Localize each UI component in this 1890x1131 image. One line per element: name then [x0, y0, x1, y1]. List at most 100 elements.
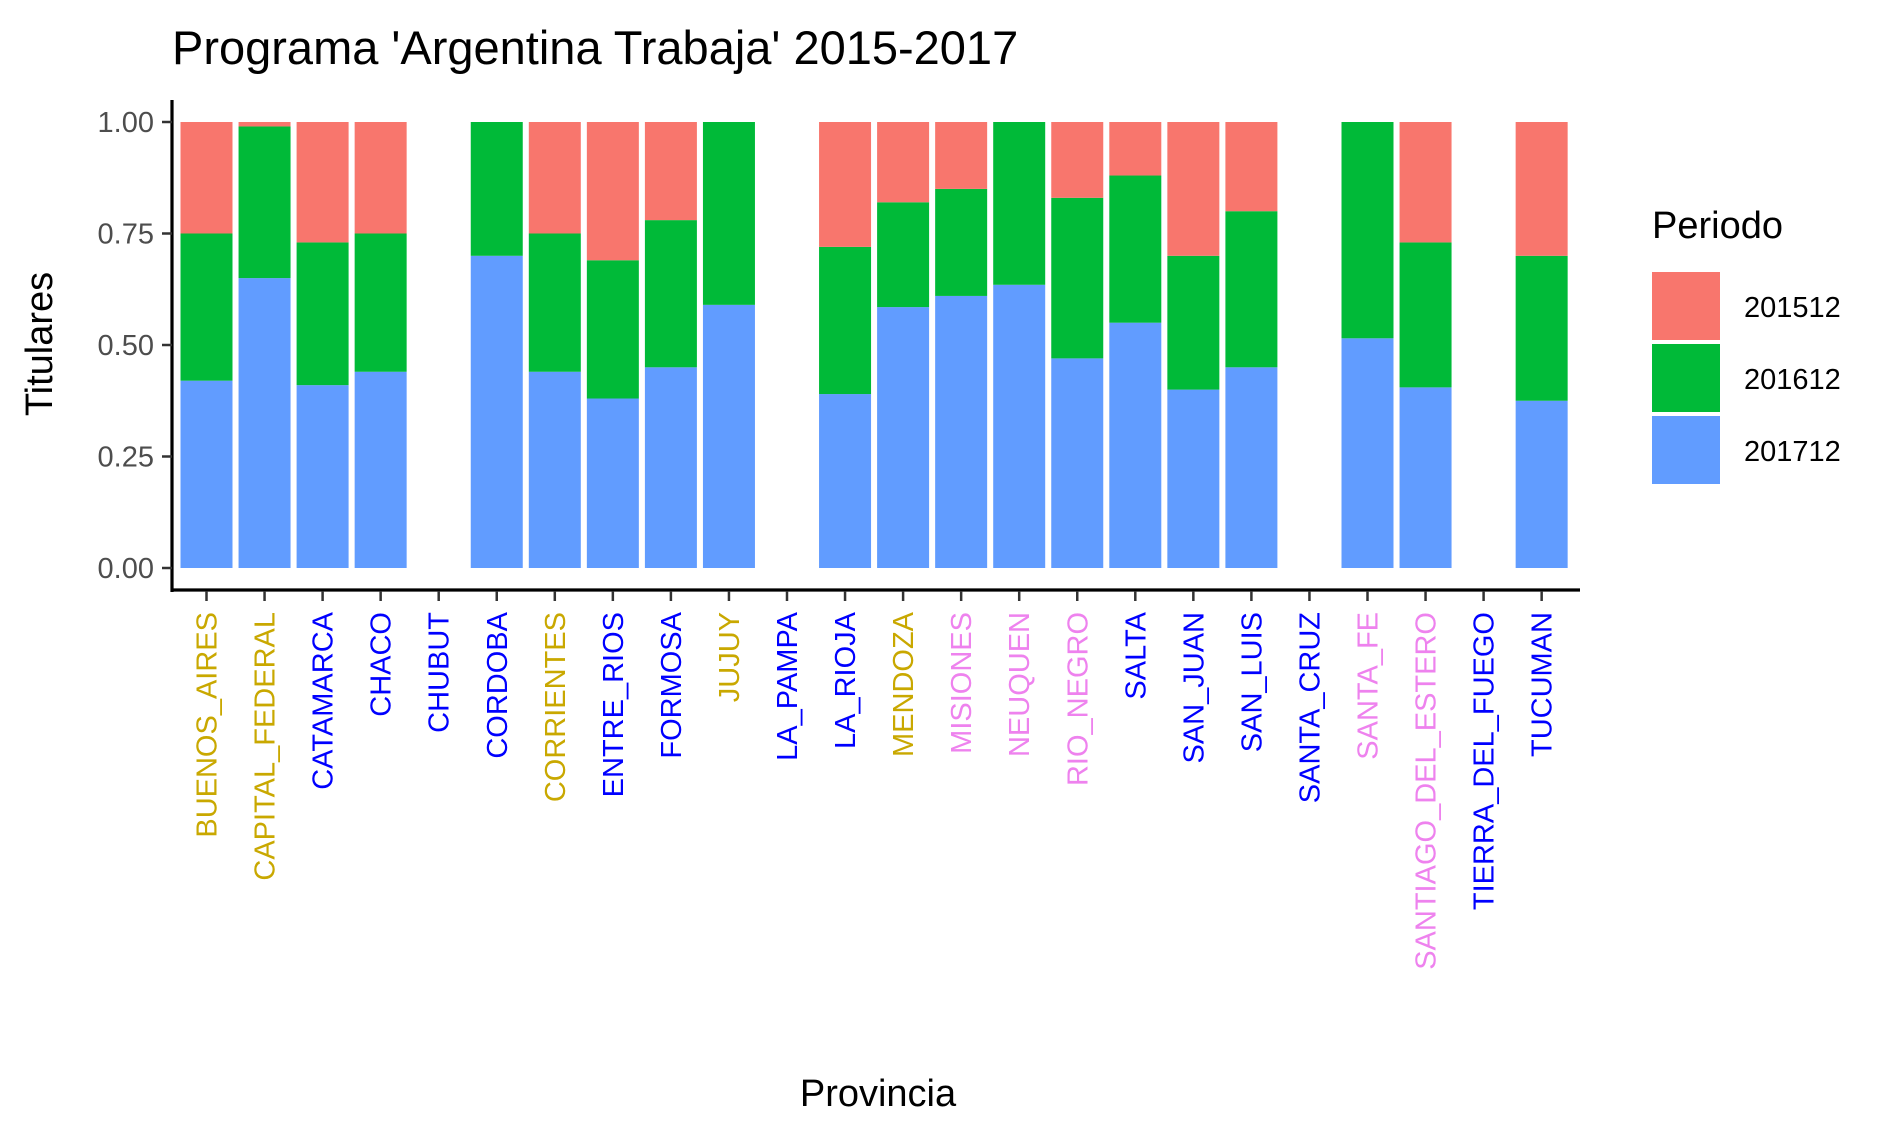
bar-san_luis-201612	[1225, 211, 1278, 368]
bar-misiones-201512	[935, 122, 988, 189]
bar-misiones-201612	[935, 188, 988, 296]
bar-mendoza-201712	[877, 307, 930, 568]
legend: Periodo 201512 201612 201712	[1652, 205, 1841, 484]
y-axis: 0.00 0.25 0.50 0.75 1.00	[98, 100, 174, 592]
bar-tucuman-201512	[1515, 122, 1568, 256]
bar-buenos_aires-201512	[180, 122, 233, 234]
bar-santa_fe-201612	[1341, 122, 1394, 339]
x-tick-label-corrientes: CORRIENTES	[540, 612, 572, 802]
legend-title: Periodo	[1652, 205, 1783, 247]
bar-santiago_del_estero-201512	[1399, 122, 1452, 243]
x-tick-label-catamarca: CATAMARCA	[308, 611, 340, 789]
y-tick-label: 0.75	[98, 219, 154, 251]
bar-chaco-201612	[354, 233, 407, 372]
x-tick-label-santa_fe: SANTA_FE	[1353, 612, 1385, 760]
bar-rio_negro-201612	[1051, 197, 1104, 359]
legend-key-201612	[1652, 344, 1720, 412]
bar-chaco-201712	[354, 371, 407, 568]
x-tick-label-chaco: CHACO	[366, 612, 398, 717]
x-tick-label-cordoba: CORDOBA	[482, 611, 514, 758]
bar-catamarca-201712	[296, 385, 349, 568]
bar-buenos_aires-201712	[180, 380, 233, 568]
bar-formosa-201512	[644, 122, 697, 221]
bar-buenos_aires-201612	[180, 233, 233, 381]
bar-tucuman-201712	[1515, 400, 1568, 568]
y-tick-label: 0.00	[98, 553, 154, 585]
legend-key-201512	[1652, 272, 1720, 340]
x-tick-label-chubut: CHUBUT	[424, 612, 456, 733]
bar-la_rioja-201612	[819, 246, 872, 395]
bar-cordoba-201712	[470, 255, 523, 569]
bar-capital_federal-201512	[238, 122, 291, 127]
x-tick-label-tucuman: TUCUMAN	[1527, 612, 1559, 757]
bar-salta-201712	[1109, 322, 1162, 568]
bar-misiones-201712	[935, 295, 988, 568]
bar-neuquen-201612	[993, 122, 1046, 285]
bar-entre_rios-201512	[586, 122, 639, 261]
x-tick-label-la_pampa: LA_PAMPA	[772, 611, 804, 760]
bar-corrientes-201712	[528, 371, 581, 568]
x-tick-label-la_rioja: LA_RIOJA	[830, 611, 862, 749]
bar-rio_negro-201512	[1051, 122, 1104, 198]
x-tick-label-san_luis: SAN_LUIS	[1236, 612, 1268, 752]
bar-la_rioja-201512	[819, 122, 872, 247]
bar-cordoba-201612	[470, 122, 523, 256]
x-tick-label-santiago_del_estero: SANTIAGO_DEL_ESTERO	[1411, 612, 1443, 970]
y-tick-label: 0.50	[98, 330, 154, 362]
legend-key-201712	[1652, 416, 1720, 484]
y-tick-label: 1.00	[98, 107, 154, 139]
x-axis-title: Provincia	[800, 1073, 957, 1115]
bar-rio_negro-201712	[1051, 358, 1104, 568]
bar-jujuy-201612	[702, 122, 755, 305]
bar-san_juan-201712	[1167, 389, 1220, 568]
x-tick-label-santa_cruz: SANTA_CRUZ	[1294, 612, 1326, 803]
bars-layer	[180, 122, 1568, 569]
bar-tucuman-201612	[1515, 255, 1568, 401]
bar-corrientes-201612	[528, 233, 581, 372]
bar-san_luis-201712	[1225, 367, 1278, 568]
x-axis: BUENOS_AIRES CAPITAL_FEDERAL CATAMARCA CHAC…	[170, 588, 1580, 970]
x-tick-label-mendoza: MENDOZA	[888, 611, 920, 757]
x-tick-label-san_juan: SAN_JUAN	[1178, 612, 1210, 764]
bar-formosa-201712	[644, 367, 697, 568]
x-tick-label-tierra_del_fuego: TIERRA_DEL_FUEGO	[1469, 612, 1501, 910]
bar-catamarca-201612	[296, 242, 349, 386]
x-tick-label-capital_federal: CAPITAL_FEDERAL	[250, 612, 282, 881]
legend-label-201512: 201512	[1744, 292, 1841, 324]
x-tick-label-jujuy: JUJUY	[714, 612, 746, 702]
legend-label-201712: 201712	[1744, 436, 1841, 468]
bar-neuquen-201712	[993, 284, 1046, 568]
bar-entre_rios-201612	[586, 260, 639, 399]
bar-capital_federal-201712	[238, 278, 291, 568]
bar-corrientes-201512	[528, 122, 581, 234]
bar-jujuy-201712	[702, 304, 755, 568]
bar-santiago_del_estero-201612	[1399, 242, 1452, 388]
bar-mendoza-201612	[877, 202, 930, 308]
x-tick-label-formosa: FORMOSA	[656, 611, 688, 758]
chart-title: Programa 'Argentina Trabaja' 2015-2017	[172, 21, 1018, 74]
bar-capital_federal-201612	[238, 126, 291, 279]
legend-label-201612: 201612	[1744, 364, 1841, 396]
bar-san_juan-201512	[1167, 122, 1220, 256]
x-tick-label-entre_rios: ENTRE_RIOS	[598, 612, 630, 797]
bar-chaco-201512	[354, 122, 407, 234]
y-axis-title: Titulares	[19, 272, 61, 416]
bar-formosa-201612	[644, 220, 697, 368]
bar-entre_rios-201712	[586, 398, 639, 568]
bar-san_juan-201612	[1167, 255, 1220, 390]
x-tick-label-salta: SALTA	[1120, 611, 1152, 699]
bar-salta-201512	[1109, 122, 1162, 176]
x-tick-label-neuquen: NEUQUEN	[1004, 612, 1036, 757]
bar-mendoza-201512	[877, 122, 930, 203]
bar-santiago_del_estero-201712	[1399, 387, 1452, 568]
bar-san_luis-201512	[1225, 122, 1278, 212]
x-tick-label-buenos_aires: BUENOS_AIRES	[192, 612, 224, 838]
bar-santa_fe-201712	[1341, 338, 1394, 568]
bar-la_rioja-201712	[819, 394, 872, 568]
bar-salta-201612	[1109, 175, 1162, 323]
x-tick-label-misiones: MISIONES	[946, 612, 978, 754]
x-tick-label-rio_negro: RIO_NEGRO	[1062, 612, 1094, 786]
y-tick-label: 0.25	[98, 442, 154, 474]
bar-catamarca-201512	[296, 122, 349, 243]
